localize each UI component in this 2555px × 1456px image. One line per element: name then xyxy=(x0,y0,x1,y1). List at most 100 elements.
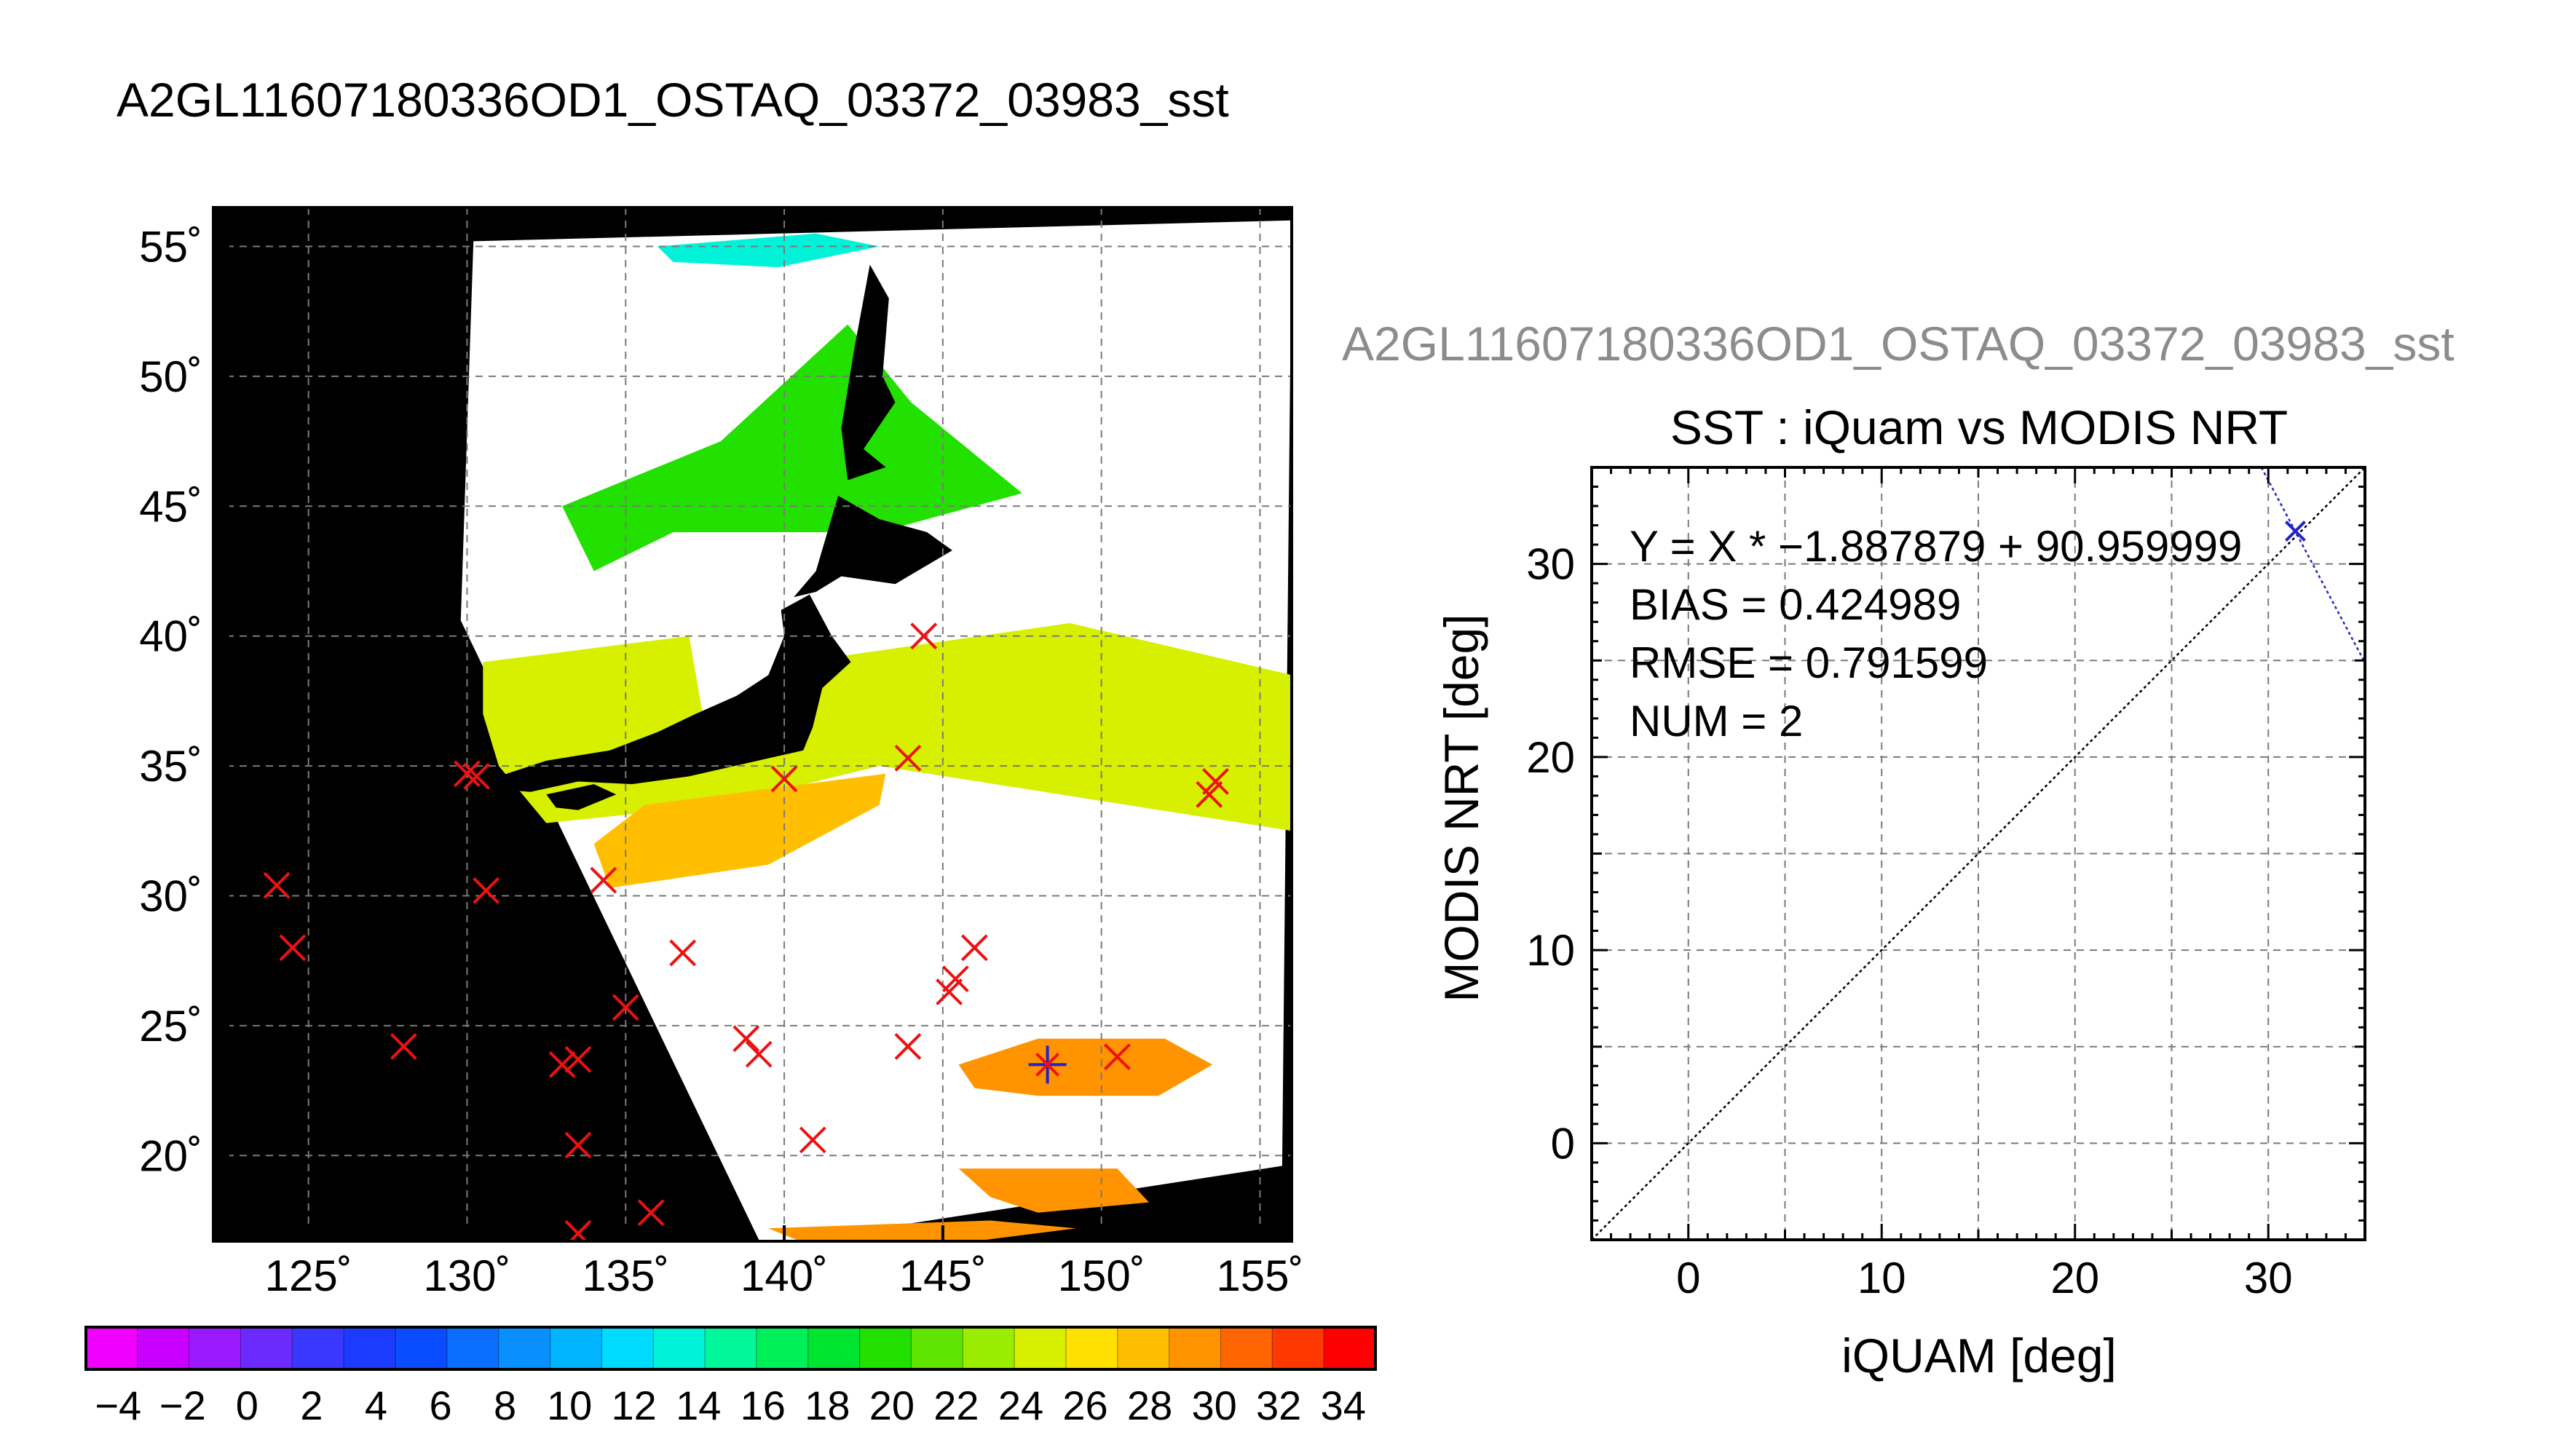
map-lon-tick-label: 140˚ xyxy=(741,1251,828,1300)
map-lat-tick-label: 35˚ xyxy=(139,742,202,791)
insitu-marker xyxy=(799,1126,826,1154)
scatter-x-tick-label: 30 xyxy=(2244,1254,2293,1302)
land-honshu xyxy=(499,594,851,792)
map-lat-tick-label: 55˚ xyxy=(139,223,202,272)
colorbar-tick-label: 20 xyxy=(869,1382,915,1428)
insitu-marker xyxy=(770,765,798,793)
matchup-marker-x xyxy=(1035,1052,1060,1077)
colorbar-tick-label: 12 xyxy=(612,1382,657,1428)
colorbar-tick-label: 2 xyxy=(300,1382,323,1428)
sst-region-6 xyxy=(768,1220,1076,1241)
colorbar-tick-label: 16 xyxy=(741,1382,786,1428)
map-lat-tick-label: 40˚ xyxy=(139,612,202,661)
regression-line xyxy=(2260,467,2365,665)
insitu-marker xyxy=(894,744,922,772)
scatter-x-tick-label: 20 xyxy=(2050,1254,2099,1302)
colorbar-swatch xyxy=(137,1327,190,1369)
land-kyushu xyxy=(460,794,528,865)
colorbar-swatch xyxy=(292,1327,344,1369)
colorbar-swatch xyxy=(653,1327,706,1369)
scatter-y-tick-label: 0 xyxy=(1551,1119,1575,1168)
colorbar-tick-label: 28 xyxy=(1127,1382,1172,1428)
map-frame xyxy=(212,206,1293,1243)
colorbar-swatch xyxy=(498,1327,551,1369)
map-panel: 125˚ 130˚ 135˚ 140˚ 145˚ 150˚ 155˚ 20˚ 25˚ 30˚ 35˚… xyxy=(139,206,1303,1300)
sst-region-2 xyxy=(657,233,880,268)
colorbar-swatch xyxy=(550,1327,603,1369)
colorbar-swatch xyxy=(911,1327,964,1369)
one-to-one-line xyxy=(1592,467,2365,1240)
scatter-stat-line: Y = X * −1.887879 + 90.959999 xyxy=(1630,522,2242,571)
insitu-marker xyxy=(894,1032,922,1060)
colorbar-swatch xyxy=(344,1327,396,1369)
insitu-marker xyxy=(612,994,639,1021)
map-lon-tick-label: 125˚ xyxy=(265,1251,352,1300)
scatter-x-axis-label: iQUAM [deg] xyxy=(1841,1329,2117,1382)
map-lon-tick-label: 145˚ xyxy=(899,1251,987,1300)
insitu-marker xyxy=(564,1045,592,1073)
sst-region-1 xyxy=(562,324,1022,571)
colorbar-tick-label: 18 xyxy=(805,1382,850,1428)
scatter-x-tick-label: 10 xyxy=(1857,1254,1906,1302)
colorbar-swatch xyxy=(1272,1327,1324,1369)
colorbar-swatch xyxy=(705,1327,757,1369)
map-lat-tick-label: 30˚ xyxy=(139,871,202,920)
colorbar-swatch xyxy=(446,1327,499,1369)
insitu-marker xyxy=(564,1219,592,1241)
scatter-y-tick-label: 30 xyxy=(1526,540,1575,589)
map-lat-tick-label: 50˚ xyxy=(139,352,202,401)
colorbar-tick-label: 34 xyxy=(1321,1382,1366,1428)
colorbar-tick-label: 14 xyxy=(676,1382,721,1428)
colorbar: −4 −2 0 2 4 6 8 10 12 14 16 18 20 22 24 26 28 30 32 34 xyxy=(84,1326,1377,1428)
insitu-marker xyxy=(669,939,697,967)
colorbar-swatch xyxy=(86,1327,138,1369)
map-lat-tick-label: 20˚ xyxy=(139,1131,202,1180)
colorbar-swatch xyxy=(859,1327,912,1369)
colorbar-swatch xyxy=(240,1327,293,1369)
insitu-marker xyxy=(473,877,500,904)
colorbar-swatch xyxy=(189,1327,242,1369)
colorbar-swatch xyxy=(1324,1327,1376,1369)
scatter-stat-line: RMSE = 0.791599 xyxy=(1630,638,1988,687)
scatter-y-tick-label: 10 xyxy=(1526,926,1575,975)
insitu-marker xyxy=(390,1032,417,1060)
colorbar-swatch xyxy=(395,1327,448,1369)
colorbar-tick-label: 24 xyxy=(998,1382,1043,1428)
sst-region-0 xyxy=(483,622,1292,831)
insitu-marker xyxy=(548,1051,576,1078)
colorbar-swatch xyxy=(1117,1327,1170,1369)
map-lat-tick-label: 45˚ xyxy=(139,482,202,531)
land-shikoku xyxy=(546,784,617,810)
scatter-plot-area xyxy=(1592,467,2365,1240)
scatter-title: SST : iQuam vs MODIS NRT xyxy=(1670,400,2288,454)
sst-region-4 xyxy=(958,1038,1213,1096)
colorbar-tick-label: 4 xyxy=(365,1382,387,1428)
figure-title: A2GL11607180336OD1_OSTAQ_03372_03983_sst xyxy=(117,73,1229,127)
map-lon-tick-label: 130˚ xyxy=(423,1251,510,1300)
insitu-marker xyxy=(263,871,291,899)
colorbar-swatch xyxy=(1065,1327,1118,1369)
map-lat-tick-label: 25˚ xyxy=(139,1002,202,1051)
scatter-stat-line: BIAS = 0.424989 xyxy=(1630,580,1961,629)
matchup-marker xyxy=(1028,1045,1067,1084)
insitu-marker xyxy=(1104,1043,1131,1071)
colorbar-swatch xyxy=(963,1327,1015,1369)
map-grid xyxy=(213,207,1292,1241)
colorbar-tick-label: −2 xyxy=(159,1382,206,1428)
colorbar-tick-label: 26 xyxy=(1062,1382,1107,1428)
colorbar-swatch xyxy=(756,1327,809,1369)
insitu-marker xyxy=(941,965,969,993)
colorbar-swatch xyxy=(1220,1327,1273,1369)
map-lon-tick-label: 155˚ xyxy=(1216,1251,1303,1300)
scatter-ticks xyxy=(1590,466,2366,1241)
insitu-marker xyxy=(564,1131,592,1159)
colorbar-tick-label: −4 xyxy=(95,1382,141,1428)
colorbar-swatch xyxy=(601,1327,655,1369)
insitu-marker xyxy=(1202,768,1229,795)
insitu-marker xyxy=(454,760,481,788)
insitu-marker xyxy=(732,1025,760,1053)
colorbar-tick-label: 22 xyxy=(933,1382,979,1428)
scatter-x-tick-label: 0 xyxy=(1676,1254,1700,1302)
land-hokkaido xyxy=(794,496,952,598)
